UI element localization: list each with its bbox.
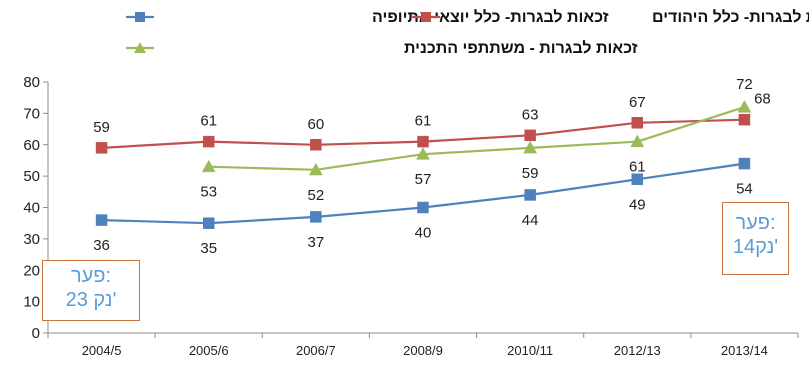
gap-annotation-left-line1: פער: xyxy=(70,265,112,287)
data-point-square xyxy=(95,142,108,154)
data-label: 57 xyxy=(415,171,432,188)
data-point-square xyxy=(202,135,215,148)
data-point-square xyxy=(417,135,429,148)
data-label: 54 xyxy=(736,181,753,198)
data-point-triangle xyxy=(308,162,323,176)
data-point-triangle xyxy=(630,134,645,148)
gap-annotation-right-line2: 14נק' xyxy=(732,236,779,258)
series-line-2 xyxy=(208,106,745,171)
legend: זכאות לבגרות- כלל יוצאי אתיופיה זכאות לבג… xyxy=(126,8,809,57)
data-point-square xyxy=(631,173,644,186)
data-point-square xyxy=(310,139,322,151)
data-label: 67 xyxy=(629,94,646,111)
data-point-square xyxy=(524,189,536,201)
data-label: 68 xyxy=(754,91,771,108)
y-tick-label: 30 xyxy=(23,231,40,248)
y-tick-label: 20 xyxy=(23,262,40,279)
legend-swatch-square xyxy=(135,12,145,22)
gap-annotation-right: פער: 14נק' xyxy=(722,202,789,275)
data-label: 35 xyxy=(200,240,217,257)
data-point-square xyxy=(738,113,751,126)
data-label: 63 xyxy=(522,106,539,123)
x-tick-label: 2010/11 xyxy=(507,343,553,358)
data-point-square xyxy=(631,117,644,129)
axes: 0 10 20 30 40 50 60 70 80 2004/5 2005/6 2006/7 2008/… xyxy=(23,74,799,358)
legend-swatch-triangle xyxy=(134,42,146,53)
series-layer xyxy=(95,100,752,229)
data-labels: 36 35 37 40 44 49 54 59 61 60 61 63 67 68 53 52 57 59 61 72 xyxy=(93,76,771,257)
data-point-square xyxy=(417,201,429,214)
data-point-square xyxy=(95,214,108,226)
y-tick-label: 70 xyxy=(23,105,40,122)
data-label: 53 xyxy=(200,184,217,201)
gap-annotation-left: פער: 23 נק' xyxy=(42,260,140,321)
legend-label: זכאות לבגרות - משתתפי התכנית xyxy=(404,39,638,57)
data-point-triangle xyxy=(416,147,430,160)
data-label: 37 xyxy=(308,234,325,251)
legend-label: זכאות לבגרות- כלל היהודים xyxy=(652,8,809,26)
gap-annotation-right-line1: פער: xyxy=(735,212,776,234)
y-tick-label: 0 xyxy=(32,325,40,342)
data-label: 49 xyxy=(629,196,646,213)
data-label: 61 xyxy=(415,113,432,130)
data-point-square xyxy=(524,129,536,142)
data-point-square xyxy=(738,157,751,170)
data-point-square xyxy=(202,217,215,229)
data-label: 61 xyxy=(200,113,217,130)
data-label: 59 xyxy=(93,119,110,136)
y-tick-label: 40 xyxy=(23,200,40,217)
x-tick-label: 2012/13 xyxy=(614,343,661,358)
data-label: 52 xyxy=(308,187,325,204)
data-point-triangle xyxy=(523,140,538,154)
data-label: 59 xyxy=(522,165,539,182)
data-label: 44 xyxy=(522,212,539,229)
data-label: 36 xyxy=(93,237,110,254)
legend-label: זכאות לבגרות- כלל יוצאי אתיופיה xyxy=(372,8,609,26)
y-tick-label: 50 xyxy=(23,168,40,185)
x-tick-label: 2008/9 xyxy=(403,343,443,358)
data-label: 40 xyxy=(415,225,432,242)
y-tick-label: 80 xyxy=(23,74,40,91)
data-point-triangle xyxy=(201,159,216,173)
x-tick-label: 2006/7 xyxy=(296,343,336,358)
x-tick-label: 2005/6 xyxy=(189,343,229,358)
data-label: 60 xyxy=(308,116,325,133)
y-tick-label: 60 xyxy=(23,137,40,154)
y-tick-label: 10 xyxy=(23,294,40,311)
data-point-square xyxy=(310,211,322,223)
x-tick-label: 2013/14 xyxy=(721,343,768,358)
x-tick-label: 2004/5 xyxy=(82,343,122,358)
data-label: 72 xyxy=(736,76,753,93)
gap-annotation-left-line2: 23 נק' xyxy=(65,289,117,311)
data-label: 61 xyxy=(629,159,646,176)
data-point-triangle xyxy=(737,100,752,113)
legend-swatch-square xyxy=(421,12,431,22)
